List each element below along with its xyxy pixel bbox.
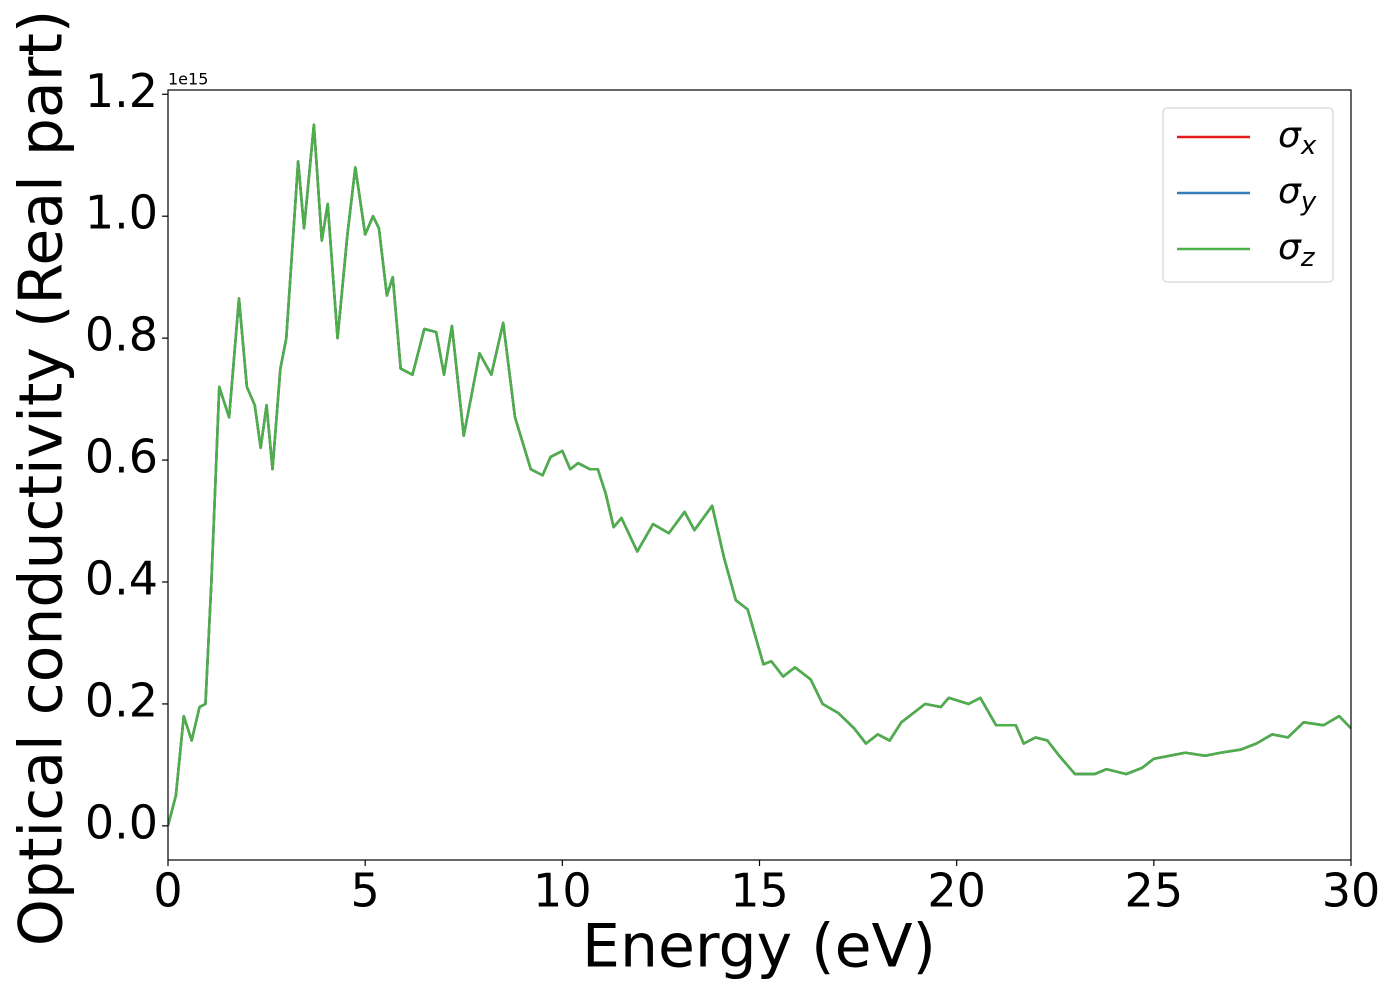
x-tick-label: 10: [533, 864, 592, 918]
y-tick-label: 0.2: [85, 673, 158, 727]
legend: σx σy σz: [1162, 107, 1334, 283]
y-tick-label: 1.0: [85, 186, 158, 240]
offset-text: 1e15: [168, 70, 208, 89]
x-tick-label: 30: [1322, 864, 1381, 918]
x-tick-label: 15: [730, 864, 789, 918]
series-line: [168, 123, 1351, 827]
x-tick-label: 5: [351, 864, 380, 918]
x-tick-label: 25: [1125, 864, 1184, 918]
plot-area: [168, 123, 1351, 827]
y-tick-label: 0.4: [85, 551, 158, 605]
legend-label: σz: [1278, 227, 1316, 273]
x-tick-label: 20: [927, 864, 986, 918]
y-tick-label: 0.8: [85, 308, 158, 362]
y-tick-label: 0.6: [85, 430, 158, 484]
x-tick-label: 0: [153, 864, 182, 918]
x-axis-label: Energy (eV): [582, 912, 936, 982]
legend-label: σy: [1278, 171, 1317, 217]
y-axis-label: Optical conductivity (Real part): [7, 10, 77, 947]
legend-box: [1162, 107, 1334, 283]
y-tick-label: 0.0: [85, 795, 158, 849]
y-tick-label: 1.2: [85, 64, 158, 118]
legend-label: σx: [1278, 115, 1317, 161]
